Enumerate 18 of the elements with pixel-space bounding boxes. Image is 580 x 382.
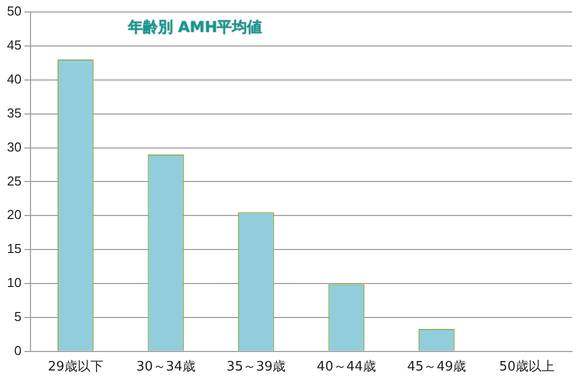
x-tick-label: 45～49歳 bbox=[407, 360, 466, 375]
y-tick-label: 10 bbox=[6, 275, 22, 290]
x-tick-label: 50歳以上 bbox=[499, 360, 555, 375]
y-tick-label: 0 bbox=[14, 342, 22, 358]
y-tick-label: 20 bbox=[6, 207, 22, 222]
x-tick-label: 35～39歳 bbox=[226, 360, 286, 375]
y-tick-label: 15 bbox=[6, 241, 22, 256]
x-tick-label: 29歳以下 bbox=[48, 360, 104, 375]
y-tick-label: 30 bbox=[6, 139, 22, 154]
y-tick-label: 50 bbox=[6, 4, 22, 19]
y-tick-label: 40 bbox=[6, 71, 22, 86]
x-tick-label: 30～34歳 bbox=[136, 360, 196, 375]
y-tick-label: 5 bbox=[14, 309, 22, 324]
chart-title: 年齢別 AMH平均値 bbox=[126, 18, 262, 36]
y-tick-label: 25 bbox=[6, 173, 22, 188]
y-tick-label: 35 bbox=[6, 105, 22, 120]
x-tick-label: 40～44歳 bbox=[316, 360, 376, 375]
y-tick-label: 45 bbox=[6, 38, 22, 53]
